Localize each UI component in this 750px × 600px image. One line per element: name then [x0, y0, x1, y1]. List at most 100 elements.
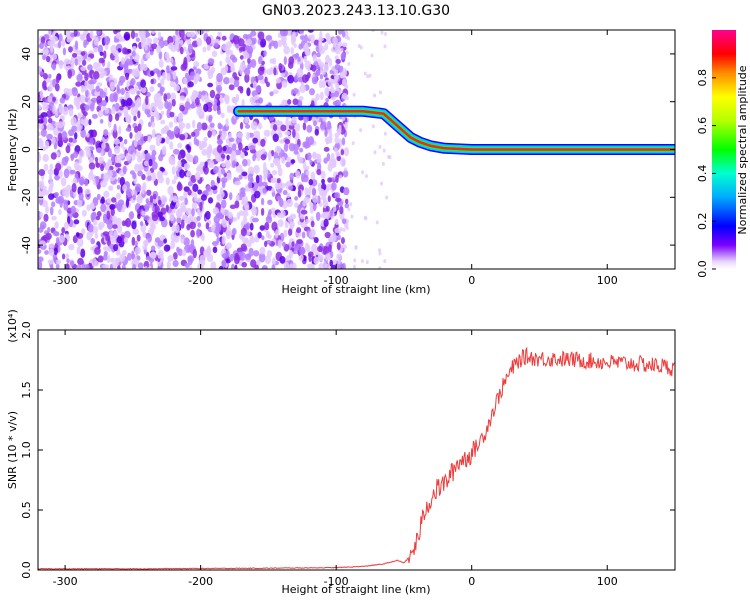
noise-speckle [147, 121, 152, 128]
noise-speckle [289, 172, 294, 181]
noise-speckle [139, 220, 144, 227]
noise-speckle [123, 138, 128, 145]
noise-speckle [293, 43, 297, 49]
noise-speckle [200, 233, 205, 242]
noise-speckle [92, 70, 100, 80]
noise-speckle [322, 79, 326, 89]
noise-speckle [173, 233, 180, 243]
noise-speckle [129, 211, 135, 220]
noise-speckle [221, 219, 228, 228]
noise-speckle [383, 32, 387, 37]
noise-speckle [187, 43, 194, 54]
noise-speckle [84, 146, 91, 152]
noise-speckle [311, 64, 317, 72]
noise-speckle [311, 76, 318, 85]
noise-speckle [227, 211, 233, 219]
noise-speckle [199, 145, 203, 150]
noise-speckle [331, 181, 337, 191]
noise-speckle [219, 186, 224, 195]
noise-speckle [38, 260, 43, 269]
noise-speckle [178, 122, 186, 129]
noise-speckle [38, 227, 44, 233]
noise-speckle [39, 42, 45, 50]
noise-speckle [206, 253, 214, 263]
noise-speckle [244, 201, 249, 210]
noise-speckle [38, 119, 44, 124]
noise-speckle [255, 150, 261, 157]
noise-speckle [312, 54, 317, 63]
noise-speckle [177, 181, 182, 191]
noise-speckle [167, 255, 174, 262]
noise-speckle [329, 209, 334, 217]
noise-speckle [77, 57, 81, 66]
noise-speckle [133, 115, 137, 122]
noise-speckle [88, 79, 94, 85]
noise-speckle [45, 205, 49, 214]
noise-speckle [197, 222, 202, 228]
noise-speckle [143, 239, 149, 247]
noise-speckle [112, 224, 118, 230]
noise-speckle [289, 221, 295, 229]
noise-speckle [297, 57, 301, 62]
noise-speckle [380, 30, 384, 35]
noise-speckle [352, 92, 356, 97]
noise-speckle [179, 169, 185, 179]
noise-speckle [383, 259, 387, 264]
noise-speckle [269, 66, 274, 75]
noise-speckle [103, 50, 107, 59]
noise-speckle [234, 264, 238, 269]
noise-speckle [69, 260, 75, 267]
noise-speckle [115, 250, 121, 256]
noise-speckle [280, 124, 287, 132]
noise-speckle [122, 165, 127, 175]
noise-speckle [329, 259, 334, 267]
noise-speckle [131, 236, 136, 246]
noise-speckle [104, 35, 110, 46]
noise-speckle [344, 167, 348, 172]
noise-speckle [42, 80, 47, 89]
noise-speckle [207, 130, 212, 138]
noise-speckle [52, 53, 57, 60]
noise-speckle [47, 259, 54, 265]
noise-speckle [49, 41, 56, 47]
noise-speckle [271, 221, 278, 231]
noise-speckle [72, 151, 79, 159]
noise-speckle [324, 42, 329, 51]
noise-speckle [305, 218, 310, 224]
noise-speckle [126, 97, 133, 107]
noise-speckle [180, 201, 186, 212]
noise-speckle [98, 221, 105, 229]
snr-panel: -300 -200 -100 0 100 0.0 0.5 1.0 1.5 2.0 Height … [6, 309, 676, 596]
noise-speckle [94, 246, 101, 255]
noise-speckle [361, 170, 365, 175]
noise-speckle [186, 170, 192, 177]
noise-speckle [65, 263, 70, 269]
noise-speckle [236, 132, 243, 139]
noise-speckle [229, 54, 236, 61]
noise-speckle [309, 206, 314, 214]
noise-speckle [309, 88, 316, 96]
noise-speckle [253, 95, 260, 100]
noise-speckle [151, 172, 157, 182]
noise-speckle [341, 137, 346, 146]
noise-speckle [58, 209, 62, 216]
noise-speckle [228, 137, 235, 142]
noise-speckle [370, 53, 374, 58]
noise-speckle [130, 30, 136, 39]
noise-speckle [171, 165, 176, 176]
noise-speckle [44, 250, 49, 255]
noise-speckle [170, 240, 176, 250]
noise-speckle [134, 133, 141, 141]
noise-speckle [176, 216, 182, 224]
noise-speckle [88, 119, 92, 126]
noise-speckle [118, 125, 122, 135]
noise-speckle [97, 147, 102, 154]
noise-speckle [326, 35, 333, 45]
noise-speckle [77, 237, 84, 248]
noise-speckle [383, 44, 387, 49]
noise-speckle [201, 148, 208, 156]
bottom-y-axis-label: SNR (10 * v/v) [6, 411, 19, 489]
noise-speckle [240, 151, 245, 159]
noise-speckle [371, 124, 375, 129]
noise-speckle [270, 163, 275, 168]
